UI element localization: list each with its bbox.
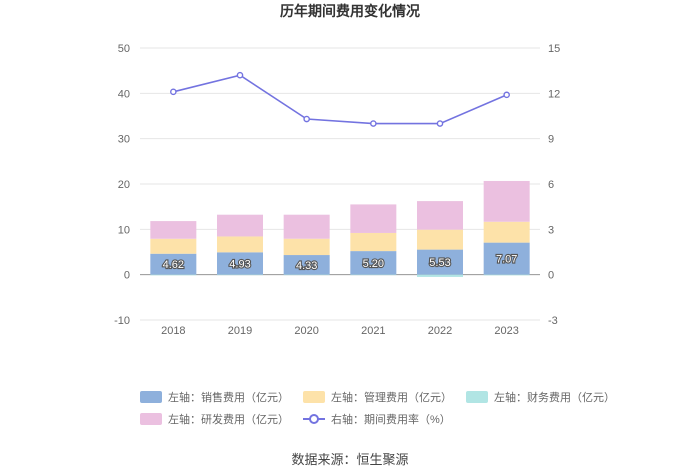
bar-3-2019: [217, 214, 263, 237]
bar-0-2020: [283, 255, 330, 275]
legend-swatch-finance: [466, 391, 488, 403]
bar-label-2023: 7.07: [496, 254, 517, 266]
legend-item-rnd[interactable]: 左轴：研发费用（亿元）: [140, 411, 289, 427]
bar-3-2022: [417, 201, 463, 230]
bar-0-2021: [350, 251, 397, 275]
bar-0-2023: [483, 242, 530, 275]
legend-label-ratio: 右轴：期间费用率（%）: [331, 414, 451, 426]
line-point-2020: [303, 115, 310, 123]
x-tick-2023: 2023: [494, 325, 518, 337]
legend-swatch-sales: [140, 391, 162, 403]
bar-label-2019: 4.93: [229, 258, 250, 270]
bar-label-2020: 4.33: [296, 260, 317, 272]
bar-data-labels: 4.62 4.93 4.33 5.20 5.53 7.07: [162, 253, 519, 273]
left-tick-30: 30: [118, 134, 130, 146]
x-tick-2020: 2020: [294, 325, 318, 337]
left-tick-10: 10: [118, 224, 130, 236]
x-axis-ticks: 2018 2019 2020 2021 2022 2023: [161, 325, 519, 337]
left-tick-0: 0: [124, 270, 130, 282]
line-point-2022: [436, 120, 444, 127]
bar-2-2020: [283, 274, 330, 276]
x-tick-2018: 2018: [161, 325, 185, 337]
legend-label-rnd: 左轴：研发费用（亿元）: [168, 414, 289, 426]
right-tick-6: 6: [548, 179, 554, 191]
right-tick-12: 12: [548, 88, 560, 100]
bar-series: [150, 180, 530, 277]
bar-3-2018: [150, 221, 197, 239]
bar-2-2022: [417, 274, 463, 277]
bar-1-2023: [483, 221, 530, 243]
line-point-2023: [503, 91, 510, 99]
bar-1-2018: [150, 238, 197, 254]
legend: 左轴：销售费用（亿元） 左轴：管理费用（亿元） 左轴：财务费用（亿元） 左轴：研…: [140, 386, 615, 430]
legend-item-admin[interactable]: 左轴：管理费用（亿元）: [303, 389, 452, 405]
x-tick-2022: 2022: [428, 325, 452, 337]
right-tick-9: 9: [548, 134, 554, 146]
bar-2-2021: [350, 274, 397, 276]
bar-1-2021: [350, 232, 397, 252]
bar-3-2020: [283, 214, 330, 239]
bar-1-2020: [283, 238, 330, 256]
legend-item-finance[interactable]: 左轴：财务费用（亿元）: [466, 389, 615, 405]
right-tick-15: 15: [548, 43, 560, 55]
line-path: [173, 74, 507, 125]
left-tick-40: 40: [118, 88, 130, 100]
bar-label-2018: 4.62: [163, 259, 184, 271]
bar-0-2018: [150, 253, 197, 275]
right-axis-ticks: -3 0 3 6 9 12 15: [548, 43, 560, 327]
right-tick-0: 0: [548, 270, 554, 282]
legend-label-sales: 左轴：销售费用（亿元）: [168, 392, 289, 404]
bar-label-2022: 5.53: [429, 257, 450, 269]
left-tick-20: 20: [118, 179, 130, 191]
legend-swatch-admin: [303, 391, 325, 403]
left-tick--10: -10: [114, 315, 130, 327]
legend-label-finance: 左轴：财务费用（亿元）: [494, 392, 615, 404]
bar-label-2021: 5.20: [363, 258, 384, 270]
bar-2-2018: [150, 274, 197, 276]
legend-item-ratio[interactable]: 右轴：期间费用率（%）: [303, 411, 451, 427]
legend-label-admin: 左轴：管理费用（亿元）: [331, 392, 452, 404]
expense-ratio-line: [170, 71, 510, 127]
bar-0-2019: [217, 252, 263, 275]
data-source: 数据来源：恒生聚源: [291, 452, 409, 467]
x-tick-2021: 2021: [361, 325, 385, 337]
bar-3-2023: [483, 180, 530, 222]
bar-0-2022: [417, 249, 463, 275]
left-axis-ticks: -10 0 10 20 30 40 50: [114, 43, 130, 327]
left-tick-50: 50: [118, 43, 130, 55]
legend-swatch-rnd: [140, 413, 162, 425]
x-tick-2019: 2019: [228, 325, 252, 337]
line-point-2019: [236, 71, 244, 79]
gridlines: [140, 47, 540, 321]
right-tick--3: -3: [548, 315, 558, 327]
bar-2-2023: [483, 274, 530, 276]
line-point-2021: [370, 120, 377, 127]
chart-title: 历年期间费用变化情况: [280, 3, 420, 19]
bar-1-2019: [217, 236, 263, 253]
bar-2-2019: [217, 274, 263, 276]
legend-swatch-ratio: [303, 413, 325, 425]
line-point-2018: [170, 88, 177, 96]
legend-item-sales[interactable]: 左轴：销售费用（亿元）: [140, 389, 289, 405]
bar-1-2022: [417, 229, 463, 250]
right-tick-3: 3: [548, 224, 554, 236]
bar-3-2021: [350, 204, 397, 233]
